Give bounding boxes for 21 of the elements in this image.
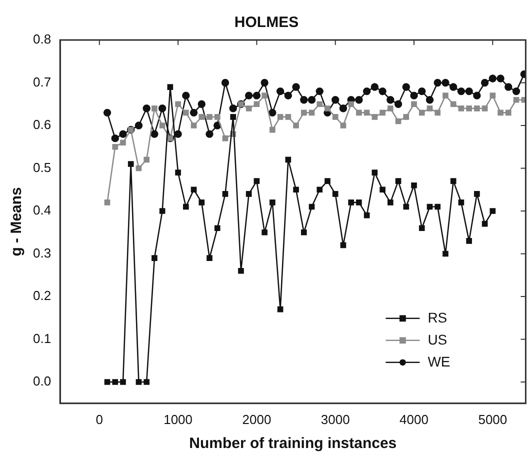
y-tick-label: 0.0 — [32, 374, 52, 389]
y-tick-label: 0.3 — [32, 245, 52, 260]
y-tick-label: 0.6 — [32, 117, 52, 132]
x-tick-label: 3000 — [320, 412, 350, 427]
x-tick-label: 1000 — [164, 412, 193, 427]
legend-label: US — [428, 331, 448, 348]
y-tick-label: 0.1 — [32, 330, 52, 346]
y-tick-label: 0.7 — [32, 74, 52, 90]
x-tick-label: 5000 — [478, 412, 508, 427]
legend-label: WE — [428, 353, 450, 370]
y-tick-label: 0.4 — [32, 202, 52, 218]
y-axis-title: g - Means — [8, 187, 26, 256]
y-tick-label: 0.2 — [32, 288, 52, 304]
x-axis-title: Number of training instances — [189, 435, 397, 452]
y-tick-label: 0.8 — [32, 32, 52, 47]
x-tick-label: 2000 — [242, 412, 272, 427]
y-tick-label: 0.5 — [32, 160, 52, 175]
legend-label: RS — [428, 309, 448, 326]
x-tick-label: 4000 — [400, 412, 428, 427]
chart-title: HOLMES — [234, 14, 299, 32]
x-tick-label: 0 — [96, 412, 104, 427]
